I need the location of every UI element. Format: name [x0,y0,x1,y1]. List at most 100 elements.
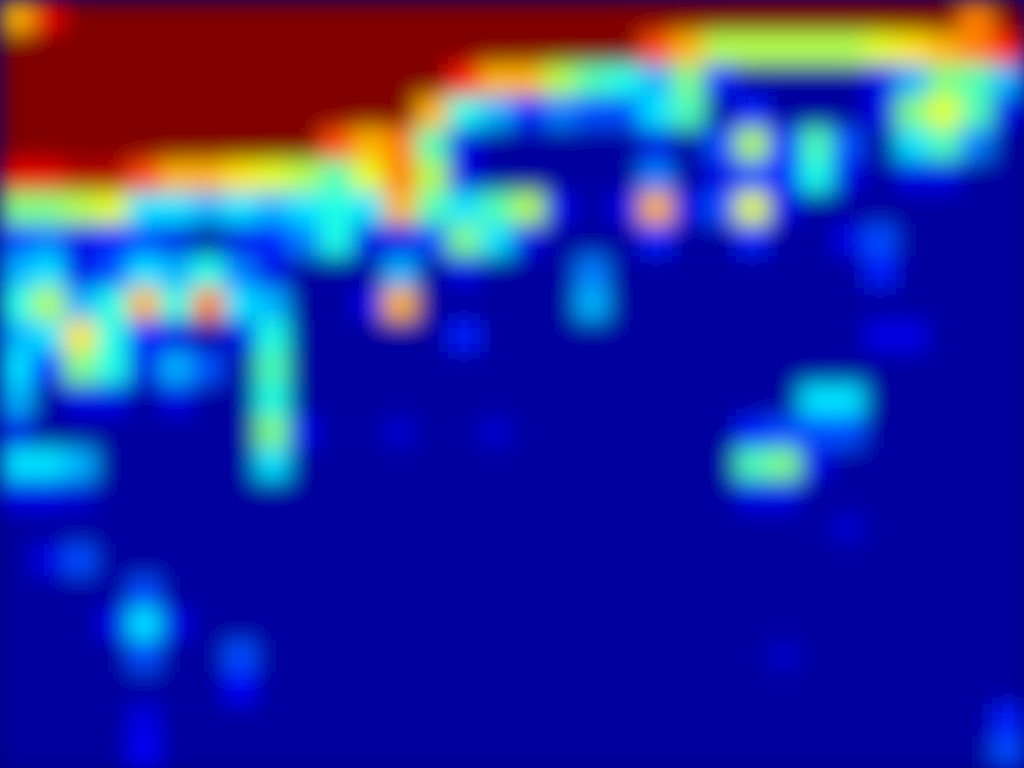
heat-cell [480,288,513,321]
heat-cell [544,0,577,33]
heat-cell [640,576,673,609]
heat-cell [96,704,129,737]
heat-cell [992,672,1024,705]
heat-cell [128,512,161,545]
heat-cell [32,128,65,161]
heat-cell [64,96,97,129]
heat-cell [896,704,929,737]
heat-cell [864,320,897,353]
heat-cell [576,224,609,257]
heat-cell [384,576,417,609]
heat-cell [832,224,865,257]
heat-cell [192,288,225,321]
heat-cell [960,320,993,353]
heat-cell [704,416,737,449]
heat-cell [960,384,993,417]
heat-cell [192,160,225,193]
heat-cell [576,416,609,449]
heat-cell [96,32,129,65]
heat-cell [736,672,769,705]
heat-cell [96,160,129,193]
heat-cell [992,224,1024,257]
heat-cell [96,608,129,641]
heat-cell [288,192,321,225]
heat-cell [544,384,577,417]
heat-cell [32,32,65,65]
heat-cell [448,544,481,577]
heat-cell [32,640,65,673]
heat-cell [672,416,705,449]
heat-cell [800,320,833,353]
heat-cell [384,640,417,673]
heat-cell [32,416,65,449]
heat-cell [672,448,705,481]
heat-cell [320,736,353,768]
heat-cell [512,128,545,161]
heat-cell [832,448,865,481]
heat-cell [64,160,97,193]
heat-cell [320,320,353,353]
heat-cell [0,544,33,577]
heat-cell [800,416,833,449]
heat-cell [832,352,865,385]
heat-cell [448,384,481,417]
heat-cell [864,672,897,705]
heat-cell [288,224,321,257]
heat-cell [384,224,417,257]
heat-cell [800,448,833,481]
heat-cell [288,512,321,545]
heat-cell [800,704,833,737]
heat-cell [544,128,577,161]
heat-cell [960,288,993,321]
heat-cell [992,352,1024,385]
heat-cell [416,32,449,65]
heat-cell [704,544,737,577]
heat-cell [736,256,769,289]
heat-cell [480,96,513,129]
heat-cell [768,352,801,385]
heat-cell [672,64,705,97]
heat-cell [672,736,705,768]
heat-cell [64,256,97,289]
heat-cell [192,64,225,97]
heat-cell [128,448,161,481]
heat-cell [512,576,545,609]
heat-cell [256,224,289,257]
heat-cell [0,352,33,385]
heat-cell [480,704,513,737]
heat-cell [544,544,577,577]
heat-cell [224,160,257,193]
heat-cell [160,352,193,385]
heat-cell [704,0,737,33]
heat-cell [224,608,257,641]
heat-cell [544,32,577,65]
heat-cell [640,672,673,705]
heat-cell [992,256,1024,289]
heat-cell [192,352,225,385]
heat-cell [704,480,737,513]
heat-cell [704,576,737,609]
heat-cell [800,608,833,641]
heat-cell [768,416,801,449]
heat-cell [960,576,993,609]
heat-cell [768,544,801,577]
heat-cell [320,416,353,449]
heat-cell [896,672,929,705]
heat-cell [896,480,929,513]
heat-cell [960,608,993,641]
heat-cell [480,192,513,225]
heat-cell [160,256,193,289]
heat-cell [96,288,129,321]
heat-cell [768,32,801,65]
heat-cell [640,544,673,577]
heat-cell [192,192,225,225]
heat-cell [896,32,929,65]
heat-cell [608,384,641,417]
heat-cell [960,160,993,193]
heat-cell [864,32,897,65]
heat-cell [32,320,65,353]
heat-cell [864,608,897,641]
heat-cell [832,736,865,768]
heat-cell [608,672,641,705]
heat-cell [640,96,673,129]
